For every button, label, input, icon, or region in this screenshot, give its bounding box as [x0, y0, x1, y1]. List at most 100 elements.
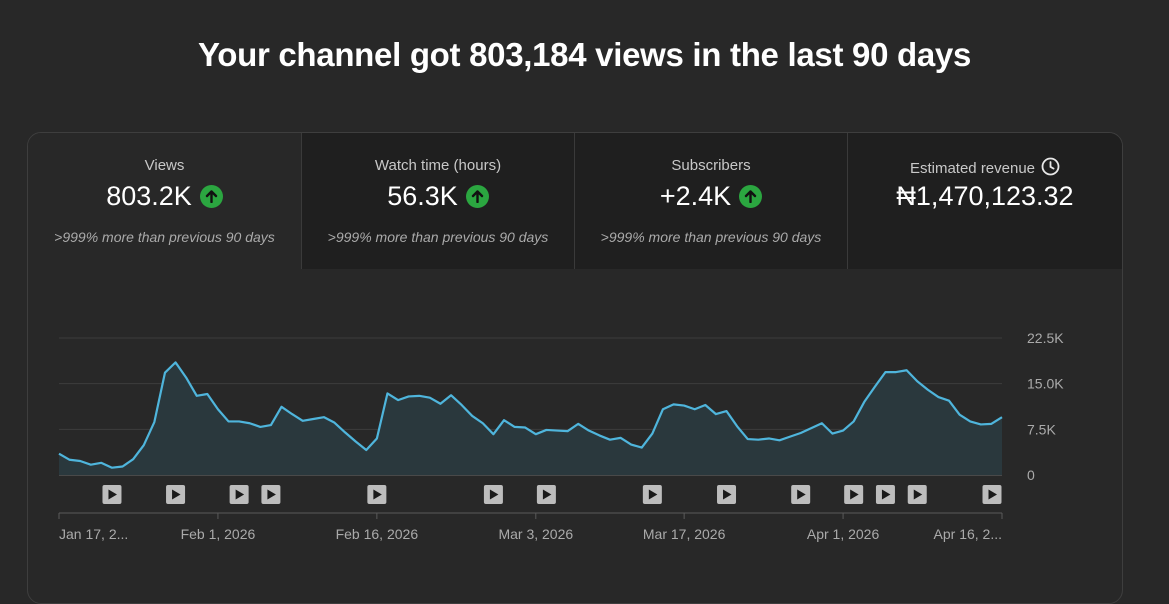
data-point — [164, 372, 166, 374]
data-point — [630, 443, 632, 445]
video-upload-marker[interactable] — [844, 485, 864, 504]
video-upload-marker[interactable] — [875, 485, 895, 504]
trend-up-icon — [199, 185, 223, 208]
video-upload-marker[interactable] — [367, 485, 387, 504]
data-point — [990, 423, 992, 425]
x-tick-label: Apr 1, 2026 — [807, 526, 880, 542]
video-upload-marker[interactable] — [791, 485, 811, 504]
views-line — [58, 361, 1003, 469]
data-point — [439, 403, 441, 405]
data-point — [301, 420, 303, 422]
data-point — [768, 437, 770, 439]
data-point — [217, 408, 219, 410]
data-point — [153, 421, 155, 423]
data-point — [799, 432, 801, 434]
data-point — [312, 418, 314, 420]
data-point — [736, 425, 738, 427]
data-point — [429, 396, 431, 398]
data-point — [68, 459, 70, 461]
tab-subscribers[interactable]: Subscribers +2.4K >999% more than previo… — [574, 133, 847, 269]
analytics-card: Views 803.2K >999% more than previous 90… — [27, 132, 1123, 604]
data-point — [460, 404, 462, 406]
tab-value: 56.3K — [387, 181, 458, 211]
data-point — [905, 369, 907, 371]
tab-estimated-revenue[interactable]: Estimated revenue ₦1,470,123.32 — [847, 133, 1122, 269]
data-point — [344, 431, 346, 433]
data-point — [524, 426, 526, 428]
x-tick-label: Feb 16, 2026 — [336, 526, 419, 542]
video-upload-marker[interactable] — [261, 485, 281, 504]
data-point — [598, 434, 600, 436]
tab-views[interactable]: Views 803.2K >999% more than previous 90… — [28, 133, 301, 269]
data-point — [249, 422, 251, 424]
trend-up-icon — [465, 185, 489, 208]
data-point — [651, 432, 653, 434]
tab-label: Estimated revenue — [909, 160, 1036, 177]
data-point — [407, 395, 409, 397]
video-upload-marker[interactable] — [642, 485, 662, 504]
data-point — [577, 423, 579, 425]
video-upload-marker[interactable] — [229, 485, 249, 504]
data-point — [535, 433, 537, 435]
data-point — [863, 401, 865, 403]
data-point — [545, 429, 547, 431]
tab-label: Subscribers — [671, 157, 751, 174]
data-point — [641, 446, 643, 448]
video-upload-marker[interactable] — [982, 485, 1002, 504]
metric-tabs: Views 803.2K >999% more than previous 90… — [28, 133, 1122, 269]
y-tick-label: 0 — [1027, 467, 1035, 483]
video-upload-marker[interactable] — [166, 485, 186, 504]
data-point — [185, 376, 187, 378]
data-point — [354, 440, 356, 442]
tab-comparison: >999% more than previous 90 days — [600, 229, 822, 245]
tab-watch-time[interactable]: Watch time (hours) 56.3K >999% more than… — [301, 133, 574, 269]
data-point — [513, 426, 515, 428]
video-upload-marker[interactable] — [536, 485, 556, 504]
tab-comparison: >999% more than previous 90 days — [327, 229, 549, 245]
data-point — [757, 438, 759, 440]
data-point — [450, 394, 452, 396]
data-point — [725, 410, 727, 412]
video-upload-marker[interactable] — [483, 485, 503, 504]
data-point — [79, 460, 81, 462]
tab-label: Watch time (hours) — [374, 157, 502, 174]
video-upload-marker[interactable] — [907, 485, 927, 504]
data-point — [842, 429, 844, 431]
video-upload-marker[interactable] — [102, 485, 122, 504]
tab-value: +2.4K — [659, 181, 732, 211]
data-point — [206, 393, 208, 395]
data-point — [831, 432, 833, 434]
data-point — [280, 406, 282, 408]
data-point — [227, 420, 229, 422]
data-point — [948, 400, 950, 402]
y-tick-label: 7.5K — [1027, 421, 1056, 437]
data-point — [291, 413, 293, 415]
data-point — [810, 427, 812, 429]
data-point — [90, 463, 92, 465]
video-upload-marker[interactable] — [717, 485, 737, 504]
data-point — [619, 437, 621, 439]
trend-up-icon — [739, 185, 763, 208]
clock-icon[interactable] — [1041, 157, 1060, 180]
data-point — [471, 415, 473, 417]
data-point — [482, 422, 484, 424]
data-point — [196, 395, 198, 397]
data-point — [58, 452, 60, 454]
data-point — [270, 424, 272, 426]
data-point — [588, 429, 590, 431]
data-point — [556, 429, 558, 431]
data-point — [916, 380, 918, 382]
data-point — [143, 444, 145, 446]
x-tick-label: Apr 16, 2... — [934, 526, 1002, 542]
data-point — [333, 421, 335, 423]
data-point — [927, 389, 929, 391]
y-tick-label: 22.5K — [1027, 330, 1064, 346]
data-point — [958, 414, 960, 416]
data-point — [874, 386, 876, 388]
x-tick-label: Mar 3, 2026 — [498, 526, 573, 542]
data-point — [100, 462, 102, 464]
data-point — [980, 423, 982, 425]
data-point — [259, 426, 261, 428]
data-point — [789, 435, 791, 437]
x-tick-label: Jan 17, 2... — [59, 526, 128, 542]
